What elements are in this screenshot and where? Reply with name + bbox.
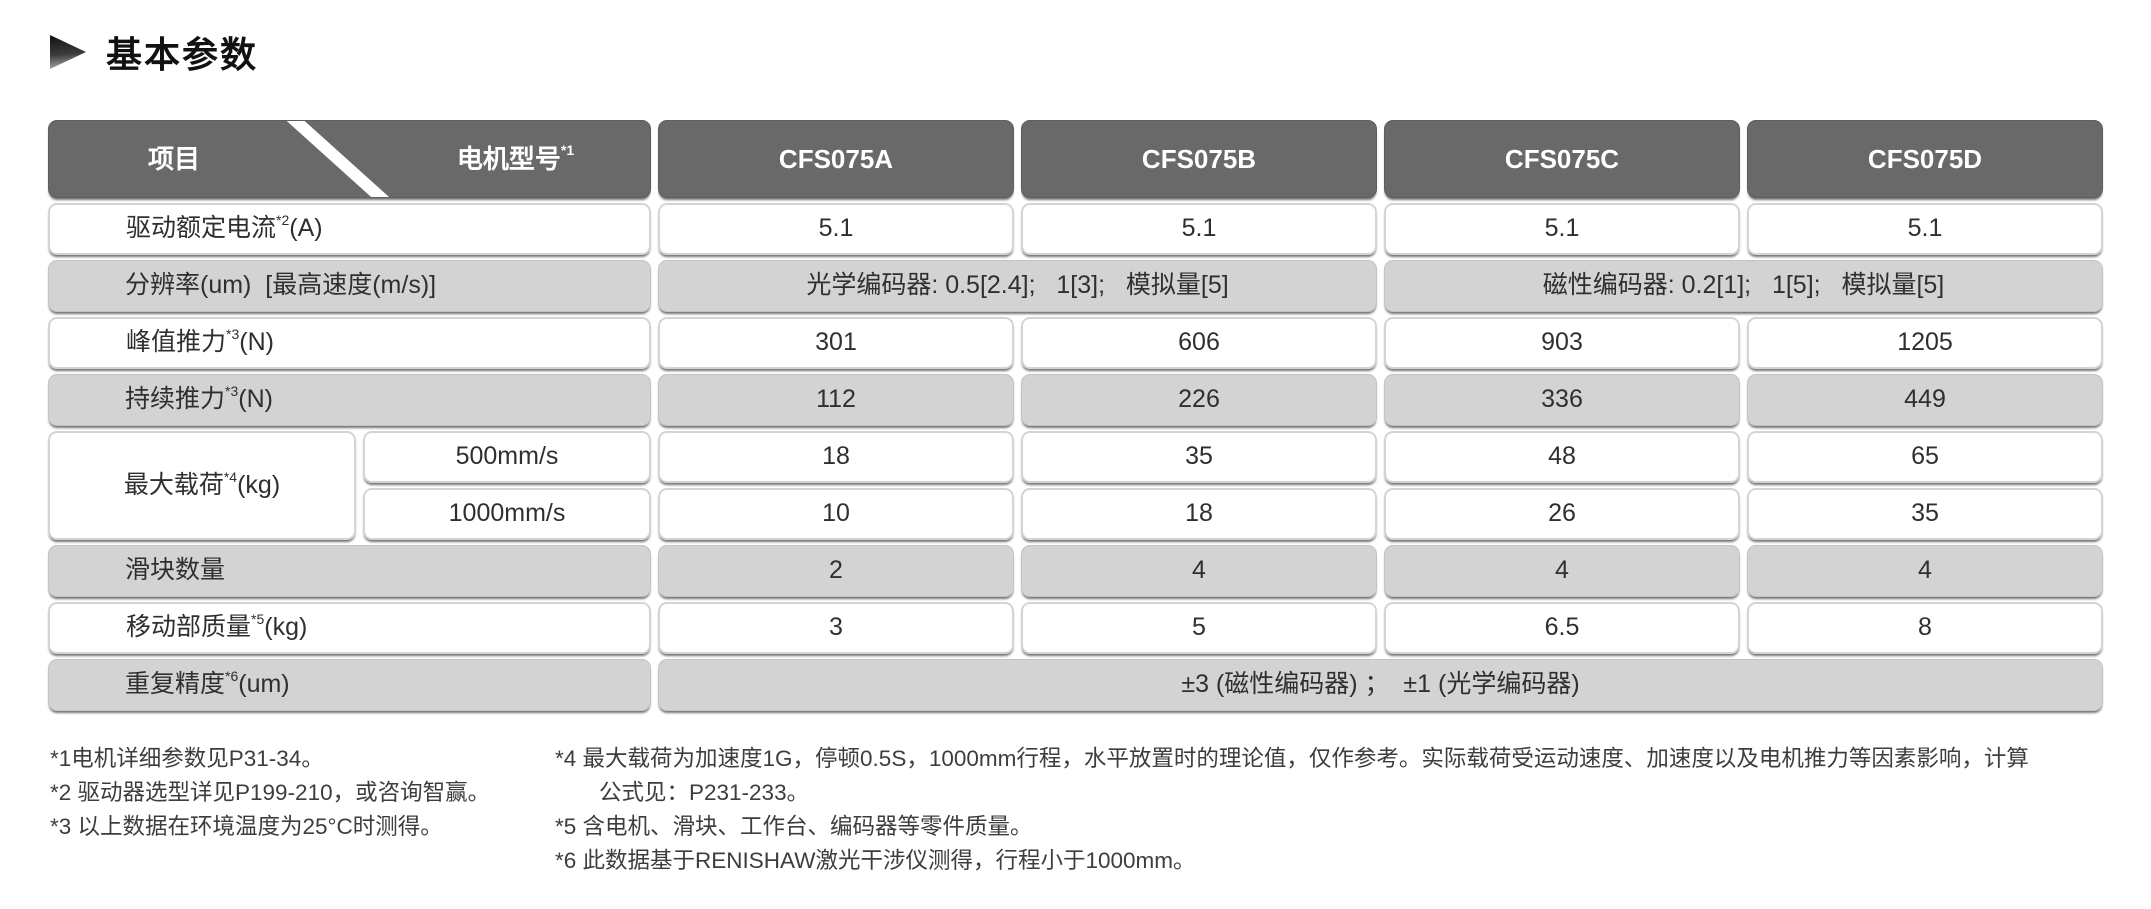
value-resolution-magnetic: 磁性编码器: 0.2[1]; 1[5]; 模拟量[5]: [1384, 260, 2103, 312]
value-load500-d: 65: [1747, 431, 2103, 483]
value-peak-force-b: 606: [1021, 317, 1377, 369]
value-cont-force-d: 449: [1747, 374, 2103, 426]
header-model-cfs075c: CFS075C: [1384, 120, 1740, 198]
header-corner-cell: 项目 电机型号 *1: [48, 120, 651, 198]
basic-parameters-table: 项目 电机型号 *1 CFS075A CFS075B CFS075C CFS075…: [48, 120, 2103, 711]
value-peak-force-c: 903: [1384, 317, 1740, 369]
value-mass-d: 8: [1747, 602, 2103, 654]
footnote-5: *5 含电机、滑块、工作台、编码器等零件质量。: [555, 814, 1033, 839]
value-mass-c: 6.5: [1384, 602, 1740, 654]
value-sliders-c: 4: [1384, 545, 1740, 597]
value-peak-force-a: 301: [658, 317, 1014, 369]
footnotes: *1电机详细参数见P31-34。 *2 驱动器选型详见P199-210，或咨询智…: [50, 742, 2120, 878]
sublabel-speed-500: 500mm/s: [363, 431, 651, 483]
value-cont-force-a: 112: [658, 374, 1014, 426]
value-repeatability: ±3 (磁性编码器) ； ±1 (光学编码器): [658, 659, 2103, 711]
row-label-moving-mass: 移动部质量 *5 (kg): [48, 602, 651, 654]
footnote-6: *6 此数据基于RENISHAW激光干涉仪测得，行程小于1000mm。: [555, 848, 1196, 873]
value-cont-force-c: 336: [1384, 374, 1740, 426]
header-model-label: 电机型号 *1: [456, 142, 575, 174]
value-load500-a: 18: [658, 431, 1014, 483]
value-load1000-a: 10: [658, 488, 1014, 540]
value-load500-c: 48: [1384, 431, 1740, 483]
value-cont-force-b: 226: [1021, 374, 1377, 426]
value-current-a: 5.1: [658, 203, 1014, 255]
footnotes-right-column: *4 最大载荷为加速度1G，停顿0.5S，1000mm行程，水平放置时的理论值，…: [555, 742, 2120, 878]
value-load1000-d: 35: [1747, 488, 2103, 540]
row-label-cont-force: 持续推力 *3 (N): [48, 374, 651, 426]
row-label-repeatability: 重复精度 *6 (um): [48, 659, 651, 711]
value-sliders-a: 2: [658, 545, 1014, 597]
row-label-rated-current: 驱动额定电流 *2 (A): [48, 203, 651, 255]
value-mass-a: 3: [658, 602, 1014, 654]
row-label-resolution: 分辨率(um) [最高速度(m/s)]: [48, 260, 651, 312]
header-model-cfs075a: CFS075A: [658, 120, 1014, 198]
footnote-2: *2 驱动器选型详见P199-210，或咨询智赢。: [50, 780, 491, 805]
value-load1000-c: 26: [1384, 488, 1740, 540]
footnote-4-line1: *4 最大载荷为加速度1G，停顿0.5S，1000mm行程，水平放置时的理论值，…: [555, 746, 2029, 771]
value-current-c: 5.1: [1384, 203, 1740, 255]
row-label-sliders: 滑块数量: [48, 545, 651, 597]
header-model-cfs075b: CFS075B: [1021, 120, 1377, 198]
value-resolution-optical: 光学编码器: 0.5[2.4]; 1[3]; 模拟量[5]: [658, 260, 1377, 312]
value-peak-force-d: 1205: [1747, 317, 2103, 369]
section-title: 基本参数: [50, 26, 258, 78]
value-mass-b: 5: [1021, 602, 1377, 654]
header-item-label: 项目: [147, 143, 200, 174]
value-current-b: 5.1: [1021, 203, 1377, 255]
section-title-text: 基本参数: [106, 34, 259, 75]
row-label-max-load: 最大载荷 *4 (kg): [48, 431, 356, 540]
header-model-cfs075d: CFS075D: [1747, 120, 2103, 198]
row-label-peak-force: 峰值推力 *3 (N): [48, 317, 651, 369]
footnote-3: *3 以上数据在环境温度为25°C时测得。: [50, 814, 443, 839]
footnote-1: *1电机详细参数见P31-34。: [50, 746, 324, 771]
value-load1000-b: 18: [1021, 488, 1377, 540]
sublabel-speed-1000: 1000mm/s: [363, 488, 651, 540]
value-sliders-b: 4: [1021, 545, 1377, 597]
footnote-4-line2: 公式见：P231-233。: [599, 780, 810, 805]
footnotes-left-column: *1电机详细参数见P31-34。 *2 驱动器选型详见P199-210，或咨询智…: [50, 742, 555, 878]
section-arrow-icon: [50, 35, 86, 69]
value-sliders-d: 4: [1747, 545, 2103, 597]
value-current-d: 5.1: [1747, 203, 2103, 255]
value-load500-b: 35: [1021, 431, 1377, 483]
